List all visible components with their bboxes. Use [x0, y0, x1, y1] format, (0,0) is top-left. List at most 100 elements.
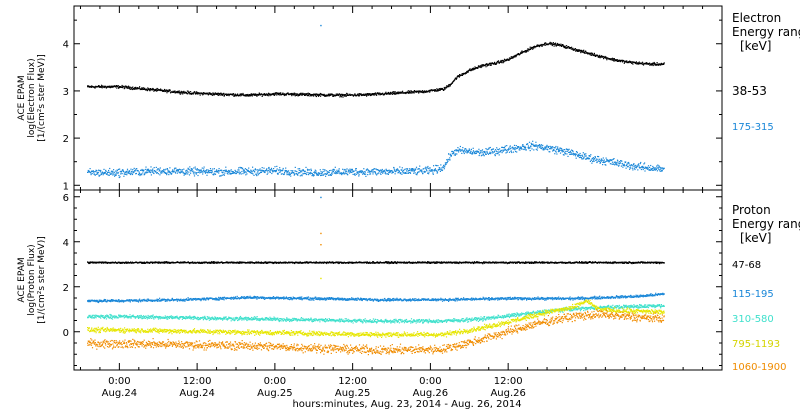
data-point [181, 92, 183, 94]
data-point [660, 64, 662, 66]
data-point [132, 86, 134, 88]
data-point [429, 90, 431, 92]
data-point [628, 161, 630, 164]
data-point [321, 174, 323, 176]
data-point [253, 170, 255, 172]
data-point [371, 169, 373, 171]
data-point [315, 94, 317, 96]
data-point [163, 262, 165, 264]
data-point [333, 172, 335, 174]
data-point [418, 90, 420, 92]
data-point [464, 151, 466, 153]
data-point [295, 170, 297, 172]
data-point [148, 88, 150, 90]
data-point [426, 262, 428, 264]
data-point [355, 168, 357, 170]
data-point [454, 78, 456, 80]
data-point [174, 92, 176, 94]
data-point [438, 89, 440, 91]
data-point [519, 147, 521, 149]
data-point [600, 55, 603, 57]
data-point [244, 95, 246, 97]
data-point [239, 95, 241, 97]
data-point [541, 262, 543, 264]
data-point [284, 93, 286, 95]
data-point [455, 149, 457, 151]
data-point [369, 93, 371, 95]
data-point [206, 174, 208, 176]
data-point [578, 153, 580, 155]
data-point [628, 262, 630, 264]
data-point [307, 93, 309, 95]
data-point [495, 63, 497, 65]
data-point [179, 91, 181, 93]
data-point [527, 50, 529, 52]
data-point [635, 167, 637, 169]
data-point [390, 261, 392, 263]
data-point [159, 174, 161, 176]
data-point [543, 43, 546, 45]
data-point [482, 64, 484, 66]
data-point [112, 174, 114, 176]
data-point [238, 262, 240, 264]
data-point [138, 173, 140, 175]
data-point [310, 168, 312, 170]
data-point [194, 93, 197, 95]
data-point [533, 149, 535, 151]
data-point [301, 169, 304, 171]
data-point [430, 170, 432, 172]
data-point [267, 170, 269, 172]
data-point [241, 170, 243, 173]
data-point [464, 148, 466, 150]
data-point [304, 170, 306, 172]
data-point [92, 170, 94, 173]
data-point [193, 167, 195, 169]
data-point [89, 168, 91, 170]
data-point [594, 55, 596, 57]
data-point [88, 261, 90, 263]
data-point [255, 262, 258, 264]
data-point [180, 261, 182, 263]
data-point [98, 261, 100, 263]
data-point [580, 262, 582, 264]
data-point [529, 46, 531, 48]
data-point [234, 172, 236, 174]
data-point [304, 262, 306, 264]
data-point [254, 94, 256, 96]
data-point [286, 170, 289, 172]
data-point [252, 166, 254, 168]
data-point [360, 170, 362, 172]
data-point [652, 63, 654, 66]
data-point [151, 171, 153, 173]
data-point [608, 160, 610, 162]
data-point [653, 61, 655, 64]
data-point [327, 174, 330, 176]
data-point [373, 171, 375, 173]
data-point [603, 160, 605, 162]
data-point [227, 173, 229, 175]
data-point [660, 170, 662, 172]
data-point [322, 168, 324, 171]
data-point [468, 151, 470, 153]
data-point [186, 93, 188, 95]
data-point [377, 93, 379, 95]
data-point [459, 149, 461, 151]
data-point [130, 168, 132, 170]
data-point [235, 172, 238, 174]
data-point [548, 148, 551, 150]
data-point [162, 90, 164, 92]
data-point [255, 169, 257, 171]
data-point [251, 172, 253, 174]
data-point [530, 142, 532, 144]
data-point [102, 261, 104, 263]
data-point [127, 87, 129, 89]
data-point [632, 63, 634, 65]
data-point [631, 262, 633, 264]
data-point [218, 93, 220, 96]
data-point [338, 168, 340, 170]
data-point [578, 262, 580, 264]
data-point [223, 92, 225, 94]
data-point [392, 93, 394, 95]
data-point [471, 153, 473, 155]
data-point [311, 95, 313, 97]
